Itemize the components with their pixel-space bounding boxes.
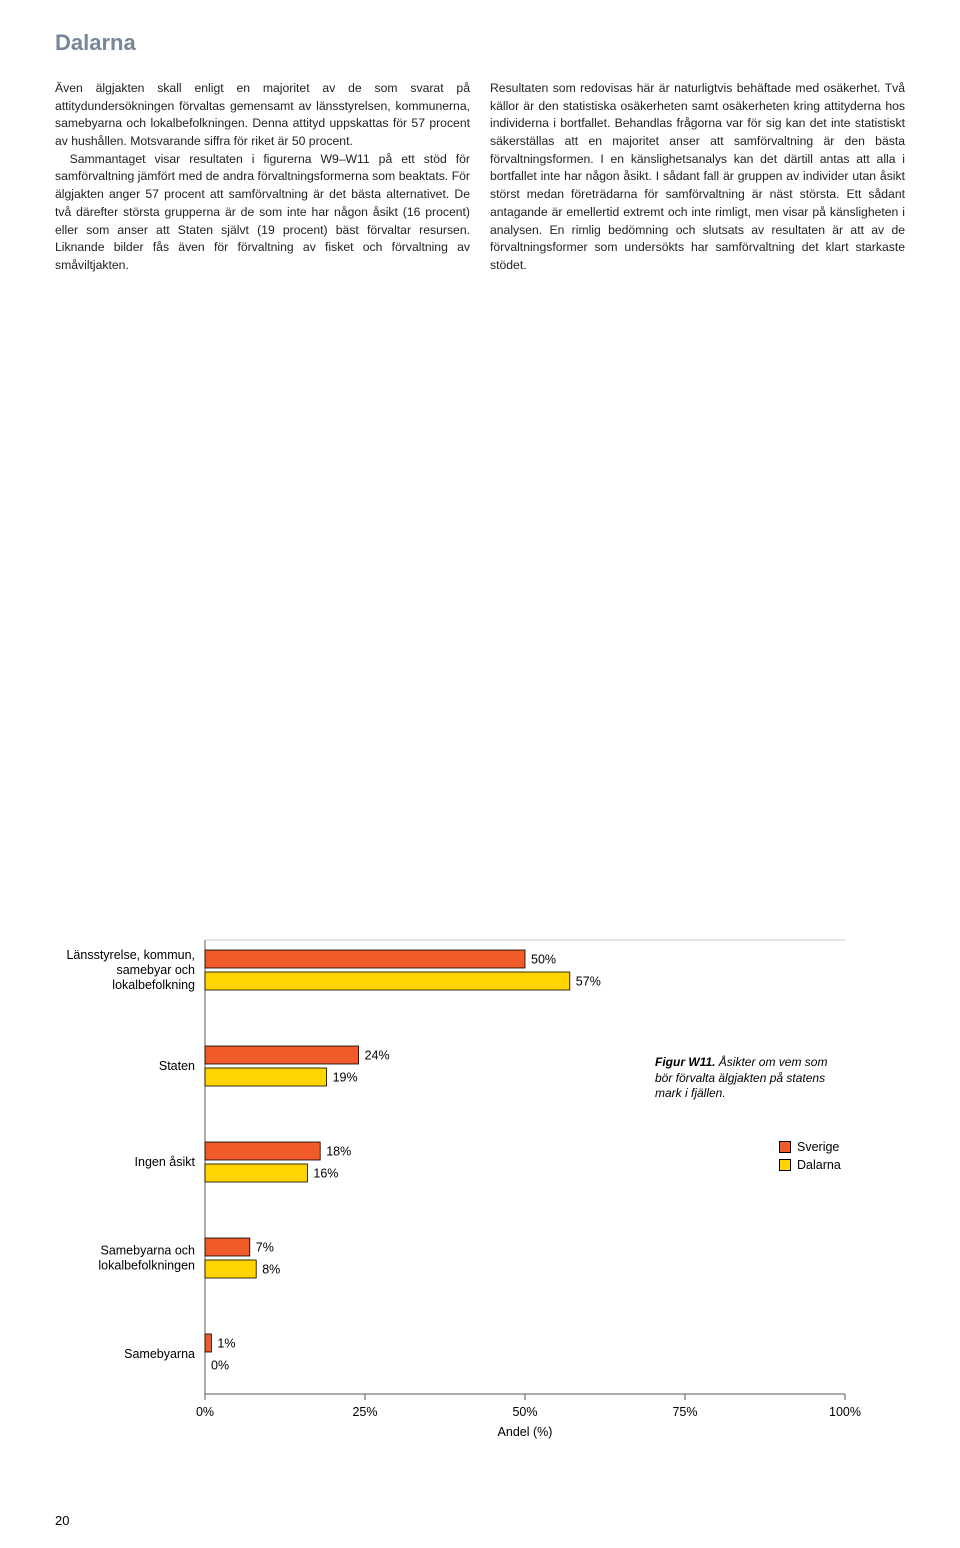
column-right: Resultaten som redovisas här är naturlig… <box>490 80 905 275</box>
column-left: Även älgjakten skall enligt en majoritet… <box>55 80 470 275</box>
svg-text:24%: 24% <box>365 1049 390 1063</box>
page-number: 20 <box>55 1513 69 1528</box>
svg-text:Länsstyrelse, kommun,: Länsstyrelse, kommun, <box>66 948 195 962</box>
figure-caption: Figur W11. Åsikter om vem som bör förval… <box>655 1055 835 1102</box>
legend-item-sverige: Sverige <box>779 1140 841 1154</box>
svg-text:18%: 18% <box>326 1145 351 1159</box>
svg-text:Ingen åsikt: Ingen åsikt <box>135 1155 196 1169</box>
legend: Sverige Dalarna <box>779 1140 841 1176</box>
svg-text:lokalbefolkning: lokalbefolkning <box>112 978 195 992</box>
svg-text:50%: 50% <box>531 953 556 967</box>
legend-item-dalarna: Dalarna <box>779 1158 841 1172</box>
bar-chart: 50%57%Länsstyrelse, kommun,samebyar ochl… <box>55 930 905 1470</box>
paragraph: Resultaten som redovisas här är naturlig… <box>490 80 905 275</box>
svg-text:Samebyarna och: Samebyarna och <box>100 1244 195 1258</box>
svg-text:Staten: Staten <box>159 1059 195 1073</box>
svg-text:8%: 8% <box>262 1263 280 1277</box>
legend-label: Sverige <box>797 1140 839 1154</box>
figure-label: Figur W11. <box>655 1055 715 1069</box>
paragraph: Även älgjakten skall enligt en majoritet… <box>55 80 470 151</box>
svg-text:19%: 19% <box>333 1071 358 1085</box>
page-title: Dalarna <box>55 30 905 56</box>
svg-text:Samebyarna: Samebyarna <box>124 1347 195 1361</box>
svg-text:25%: 25% <box>352 1405 377 1419</box>
svg-text:100%: 100% <box>829 1405 861 1419</box>
svg-text:50%: 50% <box>512 1405 537 1419</box>
legend-swatch-icon <box>779 1159 791 1171</box>
svg-text:16%: 16% <box>313 1167 338 1181</box>
paragraph: Sammantaget visar resultaten i figurerna… <box>55 151 470 275</box>
legend-label: Dalarna <box>797 1158 841 1172</box>
svg-text:samebyar och: samebyar och <box>116 963 195 977</box>
svg-text:1%: 1% <box>217 1337 235 1351</box>
svg-text:Andel (%): Andel (%) <box>498 1425 553 1439</box>
svg-text:0%: 0% <box>196 1405 214 1419</box>
body-text-columns: Även älgjakten skall enligt en majoritet… <box>55 80 905 275</box>
svg-text:57%: 57% <box>576 975 601 989</box>
chart-svg: 50%57%Länsstyrelse, kommun,samebyar ochl… <box>55 930 905 1470</box>
svg-text:75%: 75% <box>672 1405 697 1419</box>
legend-swatch-icon <box>779 1141 791 1153</box>
svg-text:7%: 7% <box>256 1241 274 1255</box>
svg-text:0%: 0% <box>211 1359 229 1373</box>
svg-text:lokalbefolkningen: lokalbefolkningen <box>98 1259 195 1273</box>
